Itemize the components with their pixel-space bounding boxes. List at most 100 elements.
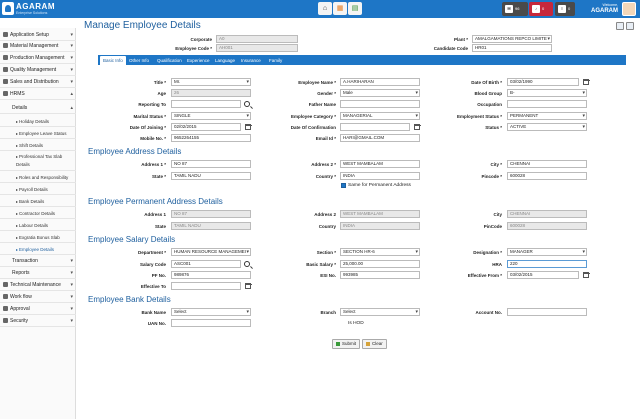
tab-other-info[interactable]: Other Info — [129, 58, 150, 63]
sidebar-subitem[interactable]: ▸Contractor Details — [0, 208, 76, 219]
sidebar-item-details[interactable]: Details ▴ — [0, 103, 76, 114]
sidebar-subitem[interactable]: ▸Payroll Details — [0, 184, 76, 195]
sidebar-subitem[interactable]: ▸Employee Leave Status — [0, 128, 76, 139]
bell-notification[interactable]: ♪ 0 — [529, 2, 553, 16]
clear-button[interactable]: Clear — [362, 339, 387, 349]
sidebar-item-label: Material Management — [10, 43, 59, 49]
email-field[interactable]: HARI@GMAIL.COM — [340, 134, 420, 142]
country-field[interactable]: INDIA — [340, 172, 420, 180]
sidebar-subitem-active[interactable]: ▸Employee Details — [0, 244, 76, 255]
city-field[interactable]: CHENNAI — [507, 160, 587, 168]
perm-pincode-field: 600028 — [507, 222, 587, 230]
candidate-code-field[interactable]: HR01 — [472, 44, 552, 52]
submit-label: Submit — [342, 341, 357, 346]
plant-select[interactable]: AMALGAMATIONS REPCO LIMITE — [472, 35, 552, 43]
calendar-icon[interactable] — [245, 124, 252, 130]
occupation-field[interactable] — [507, 100, 587, 108]
calendar-icon[interactable] — [583, 79, 590, 85]
effective-from-label: Effective From * — [467, 273, 502, 278]
dashboard-icon[interactable]: ▤ — [348, 2, 362, 15]
section-label: Section * — [316, 250, 336, 255]
employment-status-select[interactable]: PERMANENT — [507, 112, 587, 120]
avatar[interactable] — [622, 2, 636, 16]
sidebar-subitem-label: Employee Details — [19, 247, 55, 252]
tab-experience[interactable]: Experience — [187, 58, 210, 63]
modules-icon[interactable]: ▦ — [333, 2, 347, 15]
sidebar-subitem[interactable]: ▸Bank Details — [0, 196, 76, 207]
sidebar-item-quality-management[interactable]: Quality Management ▾ — [0, 65, 76, 76]
tab-insurance[interactable]: Insurance — [241, 58, 261, 63]
account-no-label: Account No. — [475, 310, 503, 315]
basic-salary-field[interactable]: 25,000.00 — [340, 260, 420, 268]
doj-field[interactable]: 02/02/2015 — [171, 123, 241, 131]
salary-code-field[interactable]: ASC001 — [171, 260, 241, 268]
export-icon[interactable] — [616, 22, 624, 30]
marital-status-select[interactable]: SINGLE — [171, 112, 251, 120]
dob-field[interactable]: 03/02/1990 — [507, 78, 579, 86]
esi-field[interactable]: 993985 — [340, 271, 420, 279]
sidebar-subitem[interactable]: ▸Professional Tax Slab Details — [0, 152, 76, 171]
doc-field[interactable] — [340, 123, 410, 131]
search-icon[interactable] — [244, 101, 250, 107]
calendar-icon[interactable] — [583, 272, 590, 278]
same-address-checkbox[interactable] — [341, 183, 346, 188]
sidebar-item-security[interactable]: Security ▾ — [0, 316, 76, 327]
sidebar-item-material-management[interactable]: Material Management ▾ — [0, 41, 76, 52]
sidebar-subitem[interactable]: ▸Holiday Details — [0, 116, 76, 127]
sidebar-item-sales-distribution[interactable]: Sales and Distribution ▾ — [0, 77, 76, 88]
employee-category-select[interactable]: MANAGERIAL — [340, 112, 420, 120]
help-icon[interactable] — [626, 22, 634, 30]
gender-select[interactable]: Male — [340, 89, 420, 97]
tab-bar: Basic Info Other Info Qualification Expe… — [98, 55, 626, 65]
sidebar-item-production-management[interactable]: Production Management ▾ — [0, 53, 76, 64]
app-logo[interactable]: AGARAM Enterprise Solutions — [2, 2, 56, 16]
search-icon[interactable] — [244, 261, 250, 267]
sidebar: Application Setup ▾ Material Management ▾ … — [0, 28, 76, 419]
home-icon[interactable]: ⌂ — [318, 2, 332, 15]
branch-select[interactable]: Select — [340, 308, 420, 316]
sidebar-subitem[interactable]: ▸Labour Details — [0, 220, 76, 231]
effective-to-field[interactable] — [171, 282, 241, 290]
account-no-field[interactable] — [507, 308, 587, 316]
employee-name-field[interactable]: A.HARIHARAN — [340, 78, 420, 86]
sidebar-item-technical-maintenance[interactable]: Technical Maintenance ▾ — [0, 280, 76, 291]
sidebar-item-application-setup[interactable]: Application Setup ▾ — [0, 30, 76, 41]
tab-qualification[interactable]: Qualification — [157, 58, 182, 63]
state-field[interactable]: TAMIL NADU — [171, 172, 251, 180]
sidebar-subitem[interactable]: ▸Shift Details — [0, 140, 76, 151]
pf-field[interactable]: 989876 — [171, 271, 251, 279]
designation-select[interactable]: MANAGER — [507, 248, 587, 256]
hra-field[interactable]: 220 — [507, 260, 587, 268]
sidebar-item-transaction[interactable]: Transaction ▾ — [0, 256, 76, 267]
tab-family[interactable]: Family — [269, 58, 283, 63]
title-select[interactable]: Mr. — [171, 78, 251, 86]
effective-from-field[interactable]: 03/02/2015 — [507, 271, 579, 279]
reporting-to-field[interactable] — [171, 100, 241, 108]
calendar-icon[interactable] — [245, 283, 252, 289]
uan-field[interactable] — [171, 319, 251, 327]
tab-basic-info[interactable]: Basic Info — [100, 56, 126, 65]
section-select[interactable]: SECTION HR-6 — [340, 248, 420, 256]
father-name-field[interactable] — [340, 100, 420, 108]
sidebar-item-work-flow[interactable]: Work flow ▾ — [0, 292, 76, 303]
department-select[interactable]: HUMAN RESOURCE MANAGEMEI — [171, 248, 251, 256]
tasks-notification[interactable]: ≡ 0 — [555, 2, 575, 16]
age-label: Age — [157, 91, 166, 96]
mobile-field[interactable]: 9652264155 — [171, 134, 251, 142]
sidebar-subitem[interactable]: ▸Exgratia Bonus Slab — [0, 232, 76, 243]
sidebar-subitem[interactable]: ▸Roles and Responsibility — [0, 172, 76, 183]
user-menu[interactable]: Welcome, AGARAM — [556, 2, 638, 16]
bank-name-select[interactable]: Select — [171, 308, 251, 316]
sidebar-item-approval[interactable]: Approval ▾ — [0, 304, 76, 315]
sidebar-item-hrms[interactable]: HRMS ▴ — [0, 89, 76, 100]
submit-button[interactable]: Submit — [332, 339, 361, 349]
status-select[interactable]: ACTIVE — [507, 123, 587, 131]
blood-group-select[interactable]: B- — [507, 89, 587, 97]
sidebar-item-reports[interactable]: Reports ▾ — [0, 268, 76, 279]
pincode-field[interactable]: 600028 — [507, 172, 587, 180]
tab-language[interactable]: Language — [215, 58, 236, 63]
calendar-icon[interactable] — [414, 124, 421, 130]
mail-notification[interactable]: ✉ 96 — [502, 2, 528, 16]
address1-field[interactable]: NO 87 — [171, 160, 251, 168]
address2-field[interactable]: WEST MAMBALAM — [340, 160, 420, 168]
